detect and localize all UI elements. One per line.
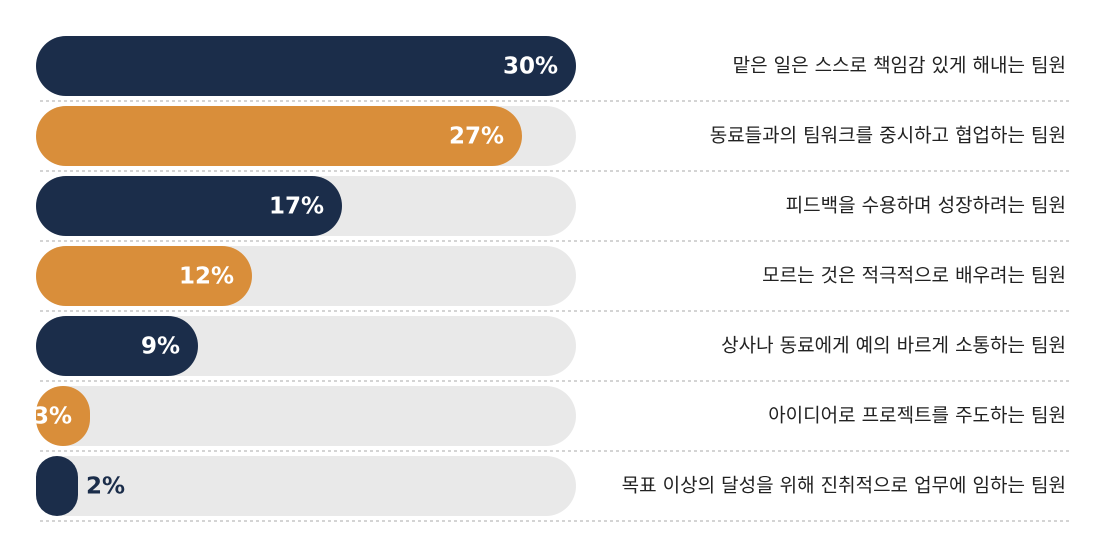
bar — [36, 316, 198, 376]
category-label: 모르는 것은 적극적으로 배우려는 팀원 — [762, 265, 1066, 287]
value-label: 27% — [449, 124, 504, 150]
category-label: 동료들과의 팀워크를 중시하고 협업하는 팀원 — [710, 125, 1066, 147]
bar-track — [36, 456, 576, 516]
category-label: 맡은 일은 스스로 책임감 있게 해내는 팀원 — [733, 55, 1066, 77]
category-label: 아이디어로 프로젝트를 주도하는 팀원 — [768, 405, 1066, 427]
category-label: 피드백을 수용하며 성장하려는 팀원 — [786, 195, 1066, 217]
value-label: 12% — [179, 264, 234, 290]
category-label: 목표 이상의 달성을 위해 진취적으로 업무에 임하는 팀원 — [622, 475, 1066, 497]
bar-track — [36, 386, 576, 446]
bar — [36, 176, 342, 236]
bar — [36, 106, 522, 166]
value-label: 9% — [141, 334, 180, 360]
bar — [36, 246, 252, 306]
value-label: 17% — [269, 194, 324, 220]
category-label: 상사나 동료에게 예의 바르게 소통하는 팀원 — [721, 335, 1066, 357]
value-label: 2% — [86, 474, 125, 500]
bar — [36, 456, 78, 516]
value-label: 30% — [503, 54, 558, 80]
bar — [36, 36, 576, 96]
value-label: 3% — [33, 404, 72, 430]
bar — [36, 386, 90, 446]
